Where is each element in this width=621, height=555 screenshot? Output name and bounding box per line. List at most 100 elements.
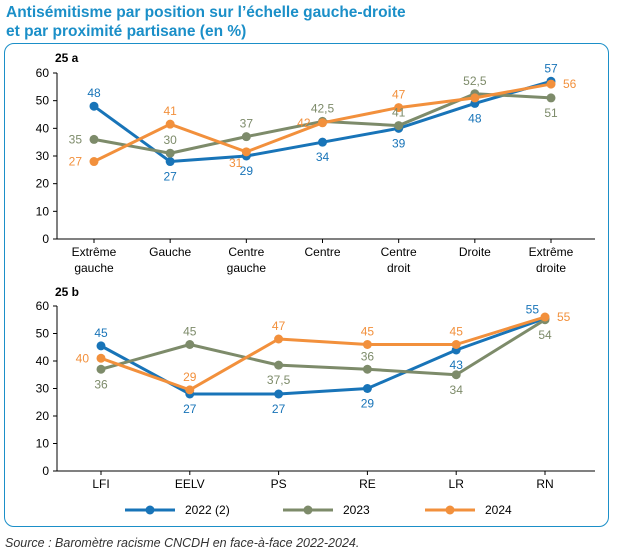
data-label-s2023: 42,5 bbox=[311, 101, 335, 115]
data-point-s2024 bbox=[96, 353, 106, 363]
y-tick-label: 10 bbox=[36, 437, 50, 451]
x-tick-label: Gauche bbox=[149, 245, 191, 259]
data-point-s2024 bbox=[540, 312, 550, 322]
x-tick-label: LFI bbox=[92, 477, 109, 491]
data-label-s2024: 41 bbox=[163, 104, 177, 118]
data-label-s2023: 36 bbox=[361, 349, 375, 363]
x-tick-label: RE bbox=[359, 477, 376, 491]
data-point-s2024 bbox=[89, 157, 99, 167]
data-label-s2023: 36 bbox=[94, 377, 108, 391]
x-tick-label: Centre bbox=[304, 245, 340, 259]
y-tick-label: 50 bbox=[36, 94, 50, 108]
data-label-s2023: 54 bbox=[538, 328, 552, 342]
data-point-s2024 bbox=[451, 340, 461, 349]
data-point-s2023 bbox=[451, 370, 461, 380]
data-label-s2022: 57 bbox=[544, 61, 558, 75]
data-label-s2023: 37 bbox=[240, 117, 254, 131]
y-tick-label: 50 bbox=[36, 327, 50, 341]
data-label-s2024: 27 bbox=[69, 155, 83, 169]
data-label-s2022: 27 bbox=[183, 402, 197, 416]
data-label-s2022: 27 bbox=[272, 402, 286, 416]
series-line-s2023 bbox=[100, 318, 546, 377]
y-tick-label: 60 bbox=[36, 66, 50, 80]
x-tick-label: Centre bbox=[228, 245, 264, 259]
data-label-s2024: 29 bbox=[183, 370, 197, 384]
data-label-s2022: 29 bbox=[361, 397, 375, 411]
source-note: Source : Baromètre racisme CNCDH en face… bbox=[5, 536, 360, 550]
data-label-s2024: 31 bbox=[229, 156, 243, 170]
data-point-s2023 bbox=[546, 93, 556, 103]
subplot-title: 25 b bbox=[55, 285, 79, 299]
legend-label: 2022 (2) bbox=[185, 503, 230, 517]
legend-marker-s2022 bbox=[145, 505, 155, 515]
data-point-s2022 bbox=[96, 341, 106, 351]
data-point-s2024 bbox=[274, 334, 284, 344]
data-label-s2024: 45 bbox=[361, 325, 375, 339]
data-point-s2023 bbox=[241, 132, 251, 142]
data-point-s2023 bbox=[96, 364, 106, 374]
data-label-s2024: 47 bbox=[272, 319, 286, 333]
y-tick-label: 60 bbox=[36, 299, 50, 313]
x-tick-label: droite bbox=[536, 261, 566, 275]
y-tick-label: 20 bbox=[36, 177, 50, 191]
x-tick-label: Centre bbox=[381, 245, 417, 259]
y-tick-label: 10 bbox=[36, 204, 50, 218]
data-label-s2023: 37,5 bbox=[267, 373, 291, 387]
chart-title: Antisémitisme par position sur l’échelle… bbox=[6, 3, 606, 41]
legend-label: 2023 bbox=[343, 503, 370, 517]
data-label-s2024: 56 bbox=[563, 77, 577, 91]
y-tick-label: 30 bbox=[36, 149, 50, 163]
data-label-s2022: 34 bbox=[316, 150, 330, 164]
data-label-s2022: 48 bbox=[87, 86, 101, 100]
data-label-s2024: 42 bbox=[297, 116, 311, 130]
data-label-s2022: 29 bbox=[240, 164, 254, 178]
data-point-s2023 bbox=[274, 360, 284, 370]
x-tick-label: gauche bbox=[227, 261, 267, 275]
data-point-s2024 bbox=[394, 103, 404, 113]
data-point-s2023 bbox=[165, 148, 175, 158]
x-tick-label: LR bbox=[449, 477, 465, 491]
data-label-s2023: 45 bbox=[183, 325, 197, 339]
data-point-s2024 bbox=[546, 79, 556, 89]
data-label-s2023: 35 bbox=[69, 132, 83, 146]
y-tick-label: 40 bbox=[36, 121, 50, 135]
data-label-s2022: 27 bbox=[163, 170, 177, 184]
data-point-s2023 bbox=[362, 364, 372, 374]
data-point-s2024 bbox=[241, 147, 251, 157]
legend-marker-s2023 bbox=[303, 505, 313, 515]
y-tick-label: 40 bbox=[36, 354, 50, 368]
legend-label: 2024 bbox=[485, 503, 512, 517]
data-label-s2022: 48 bbox=[468, 111, 482, 125]
series-line-s2024 bbox=[100, 315, 546, 392]
data-label-s2023: 41 bbox=[392, 106, 406, 120]
data-point-s2022 bbox=[165, 157, 175, 167]
subplot-title: 25 a bbox=[55, 51, 79, 65]
x-tick-label: PS bbox=[271, 477, 287, 491]
x-tick-label: EELV bbox=[175, 477, 205, 491]
data-point-s2024 bbox=[318, 118, 327, 128]
x-tick-label: RN bbox=[536, 477, 553, 491]
data-point-s2022 bbox=[318, 137, 327, 147]
y-tick-label: 20 bbox=[36, 409, 50, 423]
chart-panel: 25 a 0 10 20 30 40 50 60 Extrême gauche Gauche Cent… bbox=[4, 43, 609, 527]
data-label-s2024: 47 bbox=[392, 88, 406, 102]
data-label-s2022: 55 bbox=[526, 302, 540, 316]
data-label-s2022: 45 bbox=[94, 326, 108, 340]
chart-title-line-2: et par proximité partisane (en %) bbox=[6, 23, 247, 40]
data-label-s2022: 43 bbox=[450, 358, 464, 372]
data-label-s2023: 52,5 bbox=[463, 74, 487, 88]
chart-canvas: 25 a 0 10 20 30 40 50 60 Extrême gauche Gauche Cent… bbox=[36, 51, 595, 517]
y-tick-label: 30 bbox=[36, 382, 50, 396]
x-tick-label: droit bbox=[387, 261, 411, 275]
y-tick-label: 0 bbox=[42, 464, 49, 478]
data-point-s2022 bbox=[89, 101, 99, 111]
data-point-s2023 bbox=[185, 340, 195, 349]
data-point-s2022 bbox=[274, 389, 284, 399]
data-label-s2023: 30 bbox=[163, 133, 177, 147]
data-label-s2024: 40 bbox=[76, 351, 90, 365]
data-label-s2024: 55 bbox=[557, 310, 571, 324]
data-label-s2022: 39 bbox=[392, 136, 406, 150]
x-tick-label: gauche bbox=[74, 261, 114, 275]
data-point-s2023 bbox=[89, 134, 99, 144]
data-point-s2024 bbox=[362, 340, 372, 349]
